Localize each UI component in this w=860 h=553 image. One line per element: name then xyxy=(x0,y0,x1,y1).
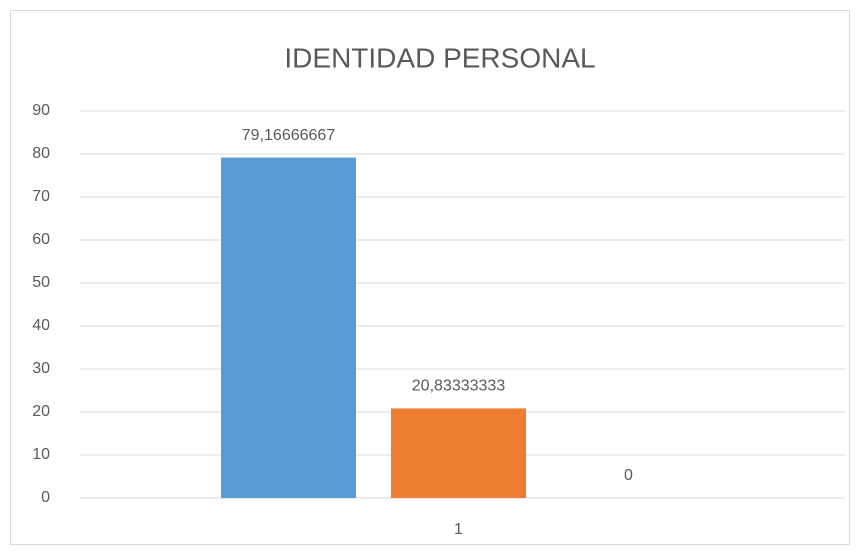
y-tick-label: 60 xyxy=(32,231,50,248)
data-label: 0 xyxy=(624,467,633,484)
chart-title: IDENTIDAD PERSONAL xyxy=(284,42,595,73)
y-tick-label: 30 xyxy=(32,360,50,377)
y-tick-label: 90 xyxy=(32,102,50,119)
bar xyxy=(391,408,526,498)
x-tick-label: 1 xyxy=(454,521,463,538)
y-tick-label: 80 xyxy=(32,145,50,162)
bar xyxy=(221,157,356,499)
y-tick-label: 70 xyxy=(32,188,50,205)
y-tick-label: 10 xyxy=(32,446,50,463)
y-tick-label: 20 xyxy=(32,403,50,420)
y-tick-label: 40 xyxy=(32,317,50,334)
y-tick-label: 50 xyxy=(32,274,50,291)
data-label: 20,83333333 xyxy=(412,378,506,395)
y-tick-label: 0 xyxy=(41,489,50,506)
data-label: 79,16666667 xyxy=(242,127,336,144)
